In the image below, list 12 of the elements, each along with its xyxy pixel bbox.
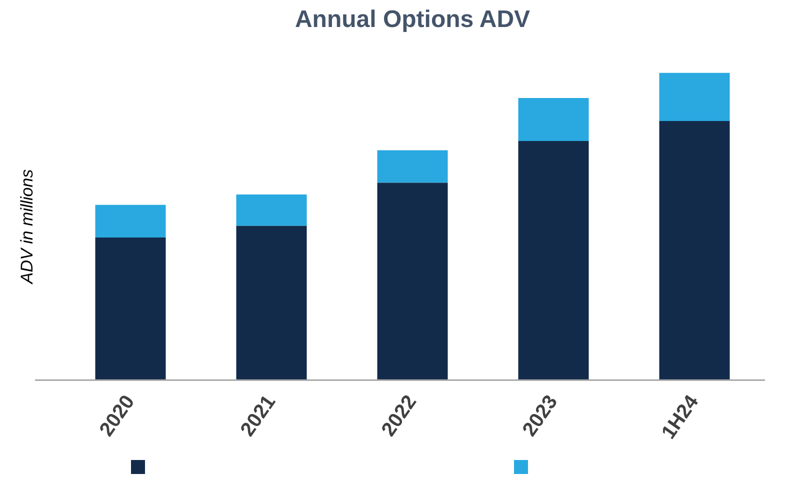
- bar: [95, 237, 166, 380]
- bar: [659, 72, 730, 122]
- bar: [95, 204, 166, 238]
- bar: [518, 141, 589, 380]
- bar: [659, 121, 730, 380]
- bar: [377, 182, 448, 380]
- chart-title: Annual Options ADV: [294, 6, 530, 34]
- bar: [377, 150, 448, 183]
- bar: [236, 226, 307, 380]
- bar: [236, 194, 307, 226]
- y-axis-title: ADV in millions: [18, 168, 37, 285]
- bar: [518, 98, 589, 142]
